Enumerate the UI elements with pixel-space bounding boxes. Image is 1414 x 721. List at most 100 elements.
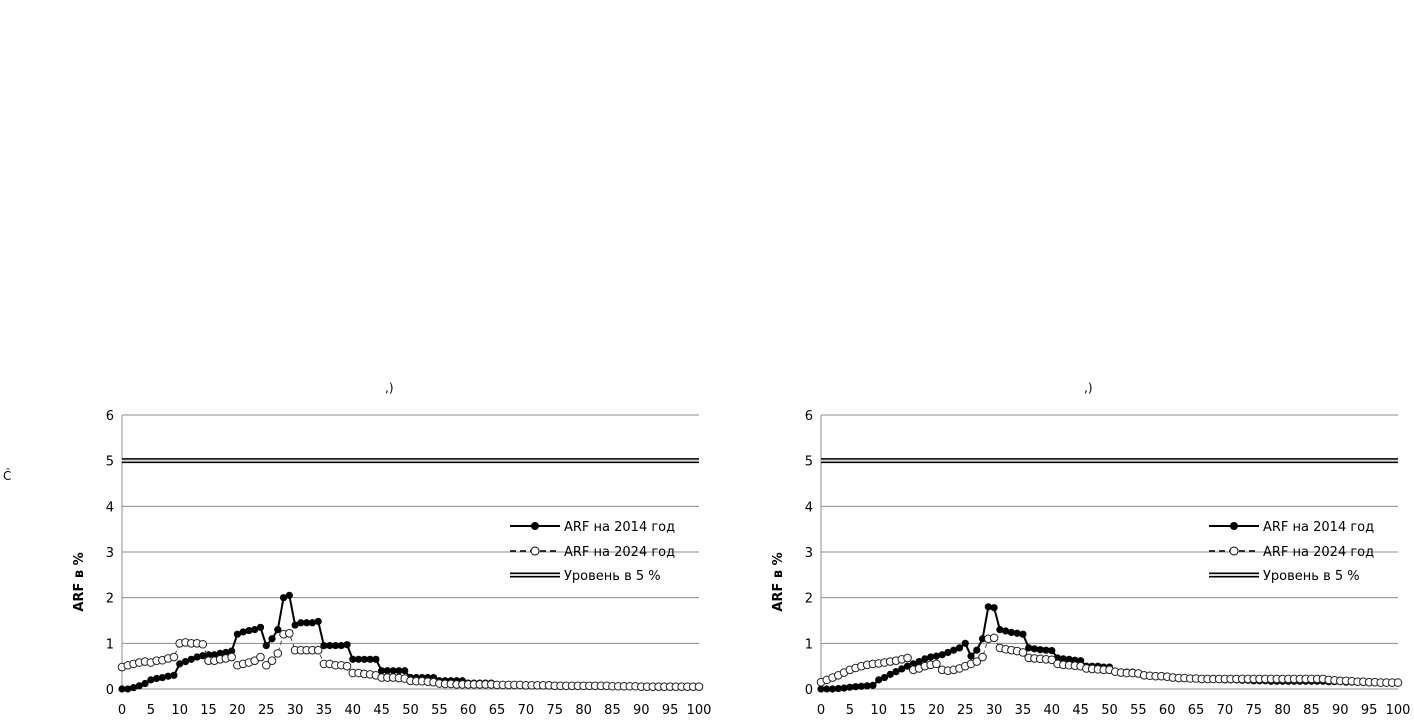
data-point — [1059, 655, 1067, 663]
data-point — [337, 642, 345, 650]
x-tick-label: 35 — [1015, 703, 1032, 718]
y-tick-label: 1 — [805, 637, 813, 652]
data-point — [996, 626, 1004, 634]
x-tick-label: 15 — [200, 703, 217, 718]
x-tick-label: 40 — [1044, 703, 1061, 718]
x-tick-label: 70 — [518, 703, 535, 718]
data-point — [204, 651, 213, 659]
data-point — [343, 641, 351, 649]
data-point — [989, 633, 999, 643]
x-tick-label: 80 — [575, 703, 592, 718]
y-tick-label: 5 — [805, 455, 813, 470]
data-point — [285, 591, 293, 599]
y-tick-label: 2 — [805, 592, 813, 607]
x-tick-label: 65 — [489, 703, 506, 718]
data-point — [118, 685, 126, 693]
x-tick-label: 30 — [986, 703, 1003, 718]
data-point — [978, 652, 987, 662]
data-point — [187, 655, 195, 663]
data-point — [972, 657, 982, 666]
data-point — [898, 665, 906, 673]
data-point — [303, 619, 311, 627]
x-tick-label: 100 — [687, 703, 712, 718]
data-point — [823, 685, 831, 693]
x-tick-label: 45 — [373, 703, 390, 718]
data-point — [973, 646, 981, 654]
x-tick-label: 75 — [1245, 703, 1262, 718]
legend-label: ARF на 2024 год — [564, 545, 675, 560]
legend-marker — [530, 546, 540, 556]
data-point — [967, 652, 975, 660]
y-tick-label: 3 — [805, 546, 813, 561]
data-point — [169, 652, 179, 662]
data-point — [222, 648, 230, 657]
legend-label: ARF на 2024 год — [1263, 545, 1374, 560]
data-point — [378, 667, 386, 675]
x-tick-label: 10 — [171, 703, 188, 718]
data-point — [857, 682, 865, 690]
data-point — [817, 685, 825, 693]
data-point — [694, 682, 704, 692]
data-point — [198, 639, 208, 649]
data-point — [210, 651, 218, 659]
data-point — [279, 594, 288, 602]
data-point — [239, 628, 247, 636]
x-tick-label: 25 — [258, 703, 275, 718]
data-point — [141, 679, 149, 688]
data-point — [990, 604, 998, 612]
data-point — [1019, 630, 1027, 638]
y-tick-label: 1 — [106, 637, 114, 652]
data-point — [372, 655, 380, 663]
legend-marker — [1229, 546, 1239, 556]
x-tick-label: 85 — [604, 703, 621, 718]
data-point — [1025, 644, 1033, 652]
data-point — [251, 626, 259, 634]
data-point — [869, 681, 877, 689]
data-point — [354, 655, 363, 663]
legend-marker — [531, 522, 539, 530]
data-point — [1393, 678, 1403, 687]
data-point — [383, 667, 392, 675]
x-tick-label: 60 — [460, 703, 477, 718]
data-point — [320, 642, 328, 650]
data-point — [852, 683, 860, 691]
data-point — [927, 653, 935, 661]
data-point — [395, 667, 403, 675]
data-point — [256, 652, 265, 662]
data-point — [1013, 629, 1021, 637]
legend-label: Уровень в 5 % — [1263, 569, 1360, 584]
data-point — [261, 660, 271, 670]
data-point — [193, 653, 201, 661]
data-point — [903, 653, 912, 663]
data-point — [978, 635, 987, 643]
y-axis-label: ARF в % — [771, 552, 786, 611]
x-tick-label: 20 — [229, 703, 246, 718]
data-point — [955, 644, 964, 652]
x-tick-label: 75 — [546, 703, 563, 718]
x-tick-label: 95 — [662, 703, 679, 718]
data-point — [401, 667, 409, 675]
data-point — [880, 673, 889, 682]
data-point — [840, 684, 848, 692]
y-axis-label: ARF в % — [72, 552, 87, 611]
data-point — [366, 655, 374, 663]
data-point — [834, 684, 842, 693]
x-tick-label: 95 — [1361, 703, 1378, 718]
data-point — [262, 642, 270, 650]
data-point — [181, 658, 190, 666]
data-point — [129, 684, 138, 692]
x-tick-label: 85 — [1303, 703, 1320, 718]
data-point — [846, 683, 854, 691]
data-point — [875, 676, 883, 684]
x-tick-label: 35 — [316, 703, 333, 718]
side-glyph: Ĉ — [3, 468, 11, 483]
data-point — [216, 649, 224, 657]
data-point — [291, 621, 299, 629]
x-tick-label: 55 — [1130, 703, 1147, 718]
data-point — [176, 660, 184, 668]
data-point — [164, 672, 172, 680]
data-point — [389, 667, 397, 675]
data-point — [297, 619, 305, 627]
data-point — [828, 685, 837, 693]
